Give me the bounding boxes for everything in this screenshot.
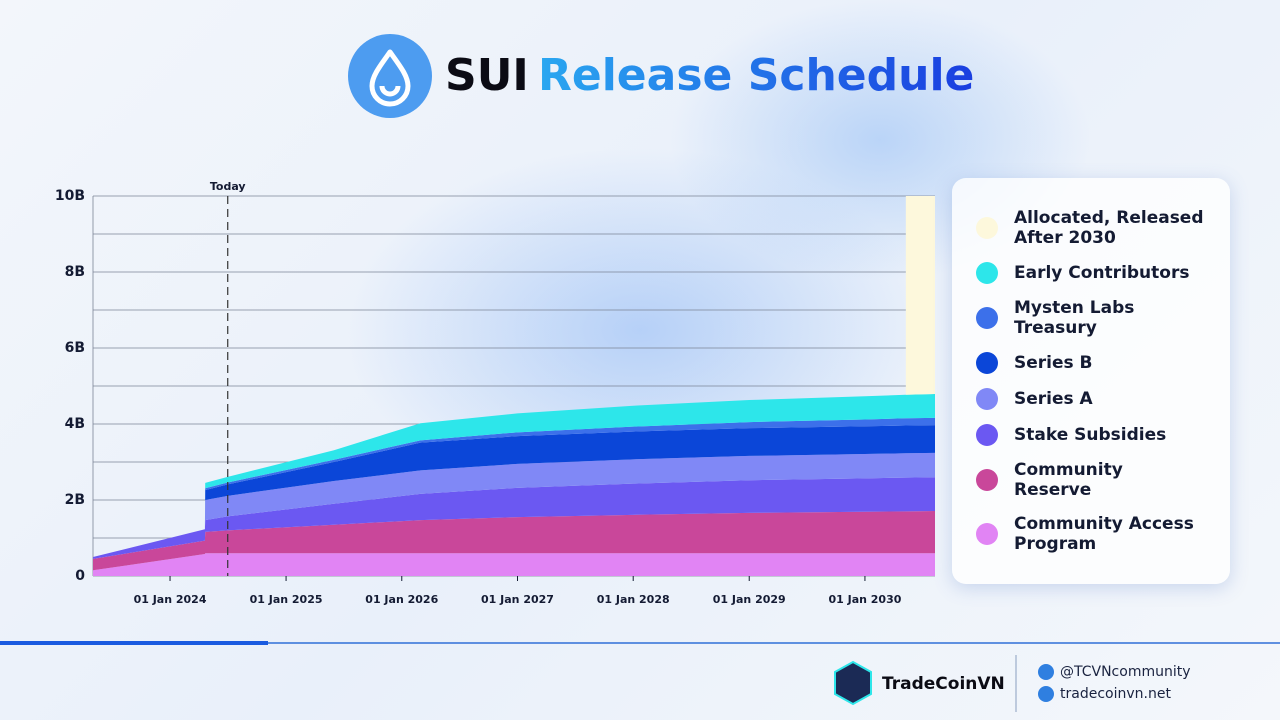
legend-label: Allocated, Released After 2030 — [1014, 208, 1204, 248]
area — [93, 511, 935, 571]
legend-swatch — [976, 523, 998, 545]
legend-swatch — [976, 217, 998, 239]
legend-item: Stake Subsidies — [976, 424, 1230, 446]
legend-label: Stake Subsidies — [1014, 425, 1167, 445]
legend-item: Community Reserve — [976, 460, 1230, 500]
legend-swatch — [976, 352, 998, 374]
y-tick-label: 8B — [65, 264, 85, 280]
x-tick-label: 01 Jan 2024 — [134, 593, 207, 606]
area — [93, 477, 935, 559]
area — [905, 196, 935, 395]
legend-item: Early Contributors — [976, 262, 1230, 284]
x-tick-label: 01 Jan 2026 — [365, 593, 438, 606]
y-tick-label: 10B — [55, 188, 85, 204]
x-tick-label: 01 Jan 2030 — [828, 593, 901, 606]
x-icon — [1038, 664, 1054, 680]
legend-swatch — [976, 307, 998, 329]
y-tick-label: 6B — [65, 340, 85, 356]
legend-swatch — [976, 424, 998, 446]
brand-title: SUI — [445, 50, 529, 101]
footer-website: tradecoinvn.net — [1060, 686, 1171, 702]
area — [93, 452, 935, 557]
legend-label: Community Access Program — [1014, 514, 1194, 554]
x-tick-label: 01 Jan 2025 — [250, 593, 323, 606]
footer-brand: TradeCoinVN — [882, 674, 1005, 694]
tcvn-logo — [834, 660, 872, 706]
web-icon — [1038, 686, 1054, 702]
y-tick-label: 4B — [65, 416, 85, 432]
legend-swatch — [976, 262, 998, 284]
sui-logo — [348, 34, 432, 118]
x-tick-label: 01 Jan 2029 — [713, 593, 786, 606]
area — [93, 425, 935, 557]
legend-item: Community Access Program — [976, 514, 1230, 554]
legend-item: Allocated, Released After 2030 — [976, 208, 1230, 248]
area — [93, 553, 935, 576]
x-tick-label: 01 Jan 2027 — [481, 593, 554, 606]
sui-drop — [369, 49, 411, 107]
legend-label: Community Reserve — [1014, 460, 1123, 500]
area — [93, 393, 935, 557]
legend-label: Mysten Labs Treasury — [1014, 298, 1135, 338]
legend-swatch — [976, 469, 998, 491]
y-tick-label: 0 — [75, 568, 85, 584]
chart-title: Release Schedule — [538, 50, 974, 101]
legend-item: Series B — [976, 352, 1230, 374]
legend-label: Series B — [1014, 353, 1093, 373]
legend-item: Mysten Labs Treasury — [976, 298, 1230, 338]
legend: Allocated, Released After 2030 Early Cont… — [952, 178, 1230, 584]
y-tick-label: 2B — [65, 492, 85, 508]
legend-label: Series A — [1014, 389, 1093, 409]
today-label: Today — [210, 180, 246, 193]
legend-label: Early Contributors — [1014, 263, 1190, 283]
legend-item: Series A — [976, 388, 1230, 410]
footer-twitter: @TCVNcommunity — [1060, 664, 1191, 680]
legend-swatch — [976, 388, 998, 410]
x-tick-label: 01 Jan 2028 — [597, 593, 670, 606]
